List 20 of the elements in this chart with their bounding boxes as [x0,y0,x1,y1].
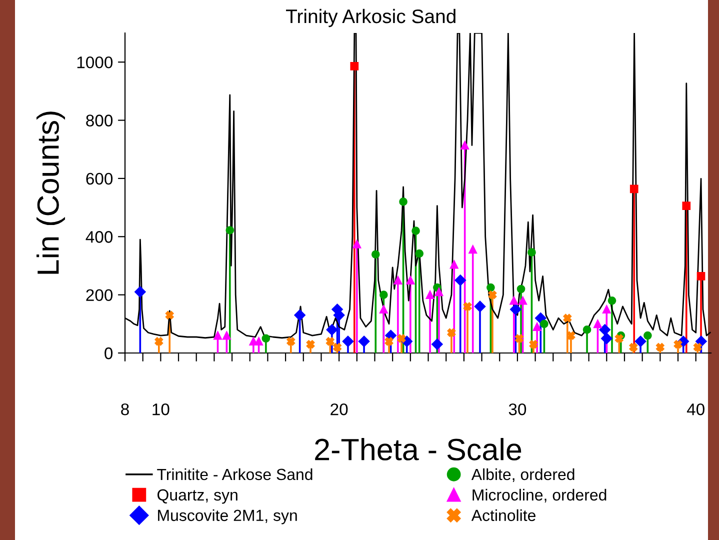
y-tick-label: 600 [86,172,113,185]
legend-label: Actinolite [471,509,536,522]
x-tick-label: 20 [330,403,348,416]
y-tick-label: 1000 [77,56,113,68]
legend-label: Muscovite 2M1, syn [158,509,297,524]
x-axis-title: 2-Theta - Scale [315,438,522,460]
y-tick-label: 200 [86,289,113,302]
x-tick-label: 40 [686,403,704,416]
legend-label: Trinitite - Arkose Sand [157,468,312,480]
x-tick-label: 30 [508,403,526,416]
y-tick-label: 0 [104,347,113,360]
y-axis-title: Lin (Counts) [36,112,65,274]
y-tick-label: 800 [86,114,113,126]
y-tick-label: 400 [86,231,113,243]
x-tick-label: 8 [121,403,129,416]
legend-label: Quartz, syn [157,489,238,504]
x-tick-label: 10 [152,403,170,416]
legend-label: Albite, ordered [471,468,574,482]
chart-title: Trinity Arkosic Sand [286,8,456,28]
legend-label: Microcline, ordered [472,488,606,502]
